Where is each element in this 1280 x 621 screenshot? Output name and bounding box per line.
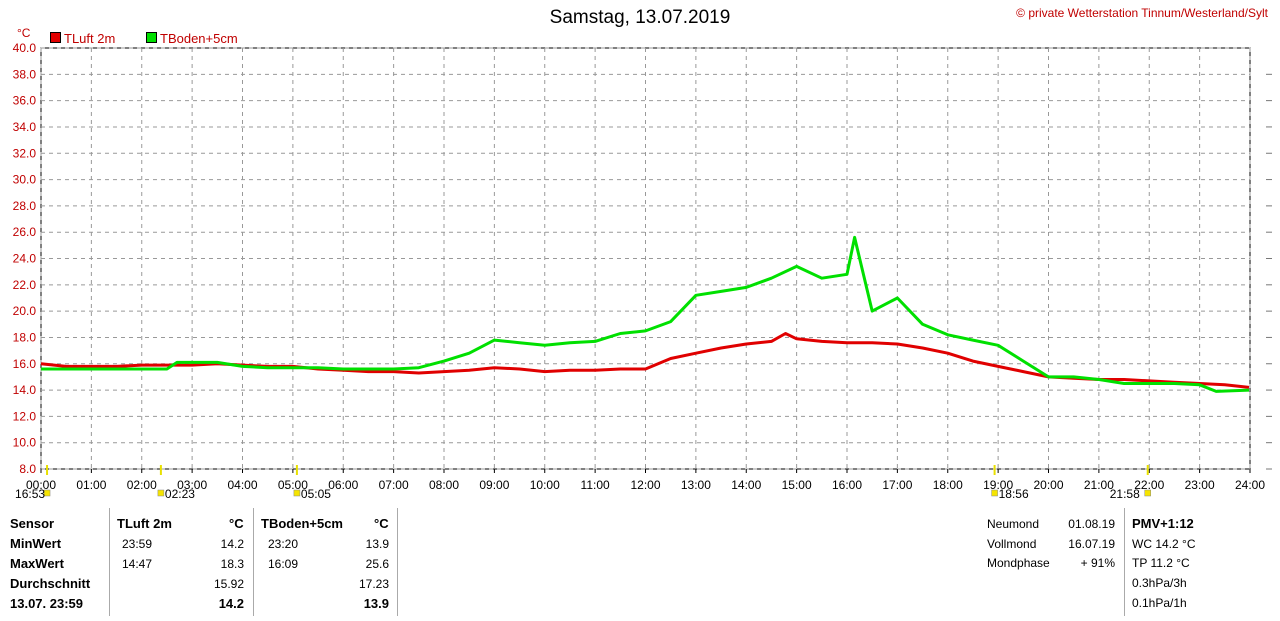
y-tick-label: 36.0: [13, 94, 37, 108]
marker-icon: [1144, 489, 1151, 497]
x-tick-label: 08:00: [429, 478, 459, 492]
x-tick-label: 05:00: [278, 478, 308, 492]
moon-value: 16.07.19: [1068, 537, 1115, 551]
x-tick-label: 06:00: [328, 478, 358, 492]
legend-label-tboden: TBoden+5cm: [160, 31, 238, 46]
x-tick-label: 11:00: [581, 478, 610, 492]
stats-avg-tboden: 17.23: [358, 577, 389, 591]
x-tick-label: 12:00: [630, 478, 660, 492]
stats-min-tboden: 13.9: [365, 537, 389, 551]
x-tick-label: 18:00: [933, 478, 963, 492]
stats-current-tboden: 13.9: [363, 596, 389, 611]
x-tick-label: 16:00: [832, 478, 862, 492]
marker-icon: [293, 489, 301, 497]
marker-label: 02:23: [165, 487, 195, 501]
stats-min-tluft: 14.2: [220, 537, 244, 551]
stats-max-tluft: 18.3: [220, 557, 244, 571]
moon-label: Vollmond: [987, 537, 1037, 551]
y-tick-label: 16.0: [13, 357, 37, 371]
y-tick-label: 18.0: [13, 330, 37, 344]
x-tick-label: 23:00: [1185, 478, 1215, 492]
table-divider: [109, 508, 110, 616]
dewpoint-value: TP 11.2 °C: [1132, 556, 1190, 570]
marker-icon: [157, 489, 165, 497]
pmv-value: PMV+1:12: [1132, 516, 1194, 531]
chart-title: Samstag, 13.07.2019: [549, 7, 731, 28]
series-line-tboden: [41, 235, 1250, 393]
x-tick-label: 00:00: [26, 478, 56, 492]
x-tick-label: 02:00: [127, 478, 157, 492]
moon-value: 01.08.19: [1068, 517, 1115, 531]
x-tick-label: 07:00: [379, 478, 409, 492]
stats-avg-tluft: 15.92: [213, 577, 244, 591]
legend-swatch-red: [50, 32, 61, 43]
y-tick-label: 26.0: [13, 225, 37, 239]
y-tick-label: 24.0: [13, 252, 37, 266]
y-tick-label: 28.0: [13, 199, 37, 213]
stats-min-time-tboden: 23:20: [268, 537, 299, 551]
marker-label: 16:53: [15, 487, 45, 501]
x-tick-label: 10:00: [530, 478, 560, 492]
y-tick-label: 20.0: [13, 304, 37, 318]
stats-max-time-tluft: 14:47: [122, 557, 153, 571]
stats-row-label: Durchschnitt: [10, 576, 91, 591]
copyright-text: © private Wetterstation Tinnum/Westerlan…: [1016, 6, 1268, 20]
y-axis-unit: °C: [17, 26, 31, 40]
stats-row-label: MinWert: [10, 536, 62, 551]
y-tick-label: 40.0: [13, 41, 37, 55]
x-tick-label: 15:00: [782, 478, 812, 492]
pressure-1h-value: 0.1hPa/1h: [1132, 596, 1187, 610]
table-divider: [1124, 508, 1125, 616]
marker-icon: [991, 489, 998, 497]
stats-header-sensor: Sensor: [10, 516, 55, 531]
marker-icon: [43, 489, 51, 497]
stats-header-unit: °C: [374, 516, 389, 531]
x-tick-label: 13:00: [681, 478, 711, 492]
marker-label: 05:05: [301, 487, 331, 501]
x-tick-label: 19:00: [983, 478, 1013, 492]
marker-label: 21:58: [1110, 487, 1140, 501]
moon-label: Neumond: [987, 517, 1040, 531]
stats-header-tluft: TLuft 2m: [117, 516, 172, 531]
windchill-value: WC 14.2 °C: [1132, 537, 1196, 551]
y-tick-label: 10.0: [13, 436, 37, 450]
y-tick-label: 32.0: [13, 146, 37, 160]
x-tick-label: 09:00: [479, 478, 509, 492]
y-tick-label: 30.0: [13, 173, 37, 187]
x-tick-label: 21:00: [1084, 478, 1114, 492]
y-tick-label: 8.0: [19, 462, 36, 476]
x-tick-label: 17:00: [882, 478, 912, 492]
stats-max-time-tboden: 16:09: [268, 557, 299, 571]
stats-row-label: MaxWert: [10, 556, 64, 571]
x-tick-label: 03:00: [177, 478, 207, 492]
y-tick-label: 22.0: [13, 278, 37, 292]
stats-current-tluft: 14.2: [218, 596, 244, 611]
y-tick-label: 14.0: [13, 383, 37, 397]
table-divider: [397, 508, 398, 616]
marker-label: 18:56: [999, 487, 1029, 501]
y-tick-label: 12.0: [13, 409, 37, 423]
pressure-3h-value: 0.3hPa/3h: [1132, 576, 1187, 590]
x-tick-label: 20:00: [1033, 478, 1063, 492]
stats-header-unit: °C: [229, 516, 244, 531]
x-tick-label: 04:00: [227, 478, 257, 492]
stats-min-time-tluft: 23:59: [122, 537, 153, 551]
legend-item-tluft: TLuft 2m: [50, 31, 115, 46]
x-tick-label: 14:00: [731, 478, 761, 492]
stats-max-tboden: 25.6: [365, 557, 389, 571]
stats-current-label: 13.07. 23:59: [10, 596, 84, 611]
x-tick-label: 01:00: [76, 478, 106, 492]
moon-value: + 91%: [1080, 556, 1115, 570]
y-tick-label: 38.0: [13, 67, 37, 81]
x-tick-label: 22:00: [1134, 478, 1164, 492]
legend-item-tboden: TBoden+5cm: [146, 31, 238, 46]
stats-header-tboden: TBoden+5cm: [261, 516, 343, 531]
y-tick-label: 34.0: [13, 120, 37, 134]
legend-label-tluft: TLuft 2m: [64, 31, 116, 46]
table-divider: [253, 508, 254, 616]
x-tick-label: 24:00: [1235, 478, 1265, 492]
moon-label: Mondphase: [987, 556, 1050, 570]
legend-swatch-green: [146, 32, 157, 43]
